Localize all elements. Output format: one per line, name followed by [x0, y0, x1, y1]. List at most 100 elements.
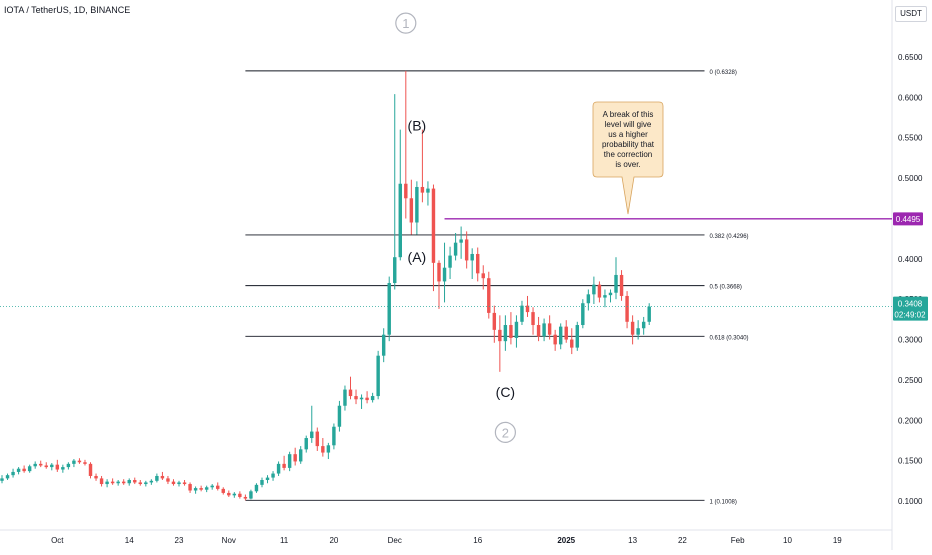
candle-body	[276, 463, 281, 474]
wave-circle	[395, 12, 417, 34]
candle-body	[381, 334, 386, 356]
callout-note[interactable]: A break of this level will give us a hig…	[592, 101, 664, 215]
candle-body	[464, 239, 469, 261]
candle-body	[487, 278, 491, 313]
candle-body	[16, 468, 21, 472]
candle-body	[315, 431, 320, 447]
candle-body	[310, 431, 314, 439]
candle-body	[133, 480, 137, 483]
wave-label: 2	[502, 425, 509, 440]
x-tick-label: 16	[473, 536, 482, 545]
candle-body	[287, 454, 292, 468]
current-price-tag: 0.3408 02:49:02	[893, 296, 928, 321]
candle-body	[304, 438, 308, 450]
candle-body	[570, 339, 574, 348]
y-tick-label: 0.4000	[898, 255, 923, 264]
candle-body	[459, 239, 463, 243]
callout-line-2: level will give	[605, 120, 652, 129]
y-tick-label: 0.6500	[898, 53, 923, 62]
resistance-tag-bg	[893, 212, 923, 226]
candle-body	[127, 480, 131, 484]
candle-body	[592, 284, 596, 295]
fib-level-label: 0 (0.6328)	[710, 70, 737, 76]
candle-body	[520, 305, 524, 322]
candle-body	[199, 488, 203, 490]
candle-body	[221, 488, 225, 493]
candle-body	[393, 257, 397, 284]
current-price-text: 0.3408	[898, 300, 923, 309]
symbol-title: IOTA / TetherUS, 1D, BINANCE	[4, 5, 131, 15]
candle-body	[99, 478, 104, 485]
y-tick-label: 0.6000	[898, 93, 923, 102]
candle-body	[77, 460, 82, 463]
countdown-text: 02:49:02	[894, 311, 926, 320]
candle-body	[216, 485, 220, 489]
candle-body	[636, 328, 640, 335]
currency-selector[interactable]: USDT	[895, 6, 927, 22]
candle-body	[453, 242, 458, 256]
candle-body	[359, 397, 364, 400]
candle-body	[437, 262, 441, 282]
candle-body	[66, 463, 71, 468]
x-tick-label: 14	[125, 536, 134, 545]
callout-bubble	[592, 101, 664, 215]
fib-retracement: 0 (0.6328) 0.382 (0.4296) 0.5 (0.3668) 0.61…	[245, 70, 749, 505]
fib-level-label: 1 (0.1008)	[710, 499, 737, 505]
candle-body	[177, 482, 181, 485]
candle-body	[603, 295, 607, 298]
candle-body	[426, 188, 430, 193]
fib-level-label: 0.382 (0.4296)	[710, 234, 749, 240]
candle-body	[144, 482, 148, 485]
candle-body	[503, 325, 508, 342]
callout-line-3: us a higher	[608, 130, 648, 139]
candle-body	[210, 485, 214, 488]
candle-body	[72, 460, 76, 464]
candle-body	[83, 462, 87, 464]
candle-body	[44, 465, 48, 468]
candle-body	[387, 283, 391, 335]
candle-body	[514, 321, 519, 338]
resistance-price-tag: 0.4495	[893, 212, 923, 226]
x-tick-label: 23	[175, 536, 184, 545]
candle-body	[431, 188, 436, 263]
x-tick-label: 10	[783, 536, 792, 545]
candle-body	[121, 481, 126, 484]
callout-line-1: A break of this	[603, 110, 654, 119]
candle-body	[105, 481, 109, 485]
x-tick-label: 19	[833, 536, 842, 545]
y-tick-label: 0.1500	[898, 457, 923, 466]
candle-body	[27, 466, 32, 472]
candle-body	[415, 186, 419, 223]
candle-body	[630, 321, 635, 335]
candle-body	[182, 482, 187, 485]
candle-body	[625, 295, 629, 322]
candle-body	[293, 454, 297, 462]
y-tick-label: 0.2500	[898, 376, 923, 385]
candle-body	[232, 493, 237, 496]
candle-body	[116, 481, 120, 484]
candle-body	[50, 464, 54, 468]
wave-label: (A)	[408, 249, 427, 265]
candle-body	[254, 484, 259, 492]
candle-body	[476, 253, 480, 274]
candle-body	[420, 186, 425, 193]
candle-body	[409, 198, 414, 223]
candle-body	[138, 482, 143, 485]
candle-body	[271, 473, 275, 478]
candle-body	[188, 484, 192, 491]
candle-body	[398, 183, 402, 258]
candle-body	[0, 478, 4, 481]
candle-body	[575, 325, 580, 348]
candle-body	[171, 481, 176, 485]
candle-body	[647, 306, 651, 322]
candle-body	[238, 493, 242, 497]
candle-body	[155, 475, 159, 481]
candle-body	[260, 480, 264, 485]
candle-body	[564, 326, 568, 340]
candle-body	[470, 253, 474, 261]
y-tick-label: 0.2000	[898, 416, 923, 425]
x-tick-label: 2025	[557, 536, 575, 545]
callout-line-6: is over.	[615, 160, 640, 169]
